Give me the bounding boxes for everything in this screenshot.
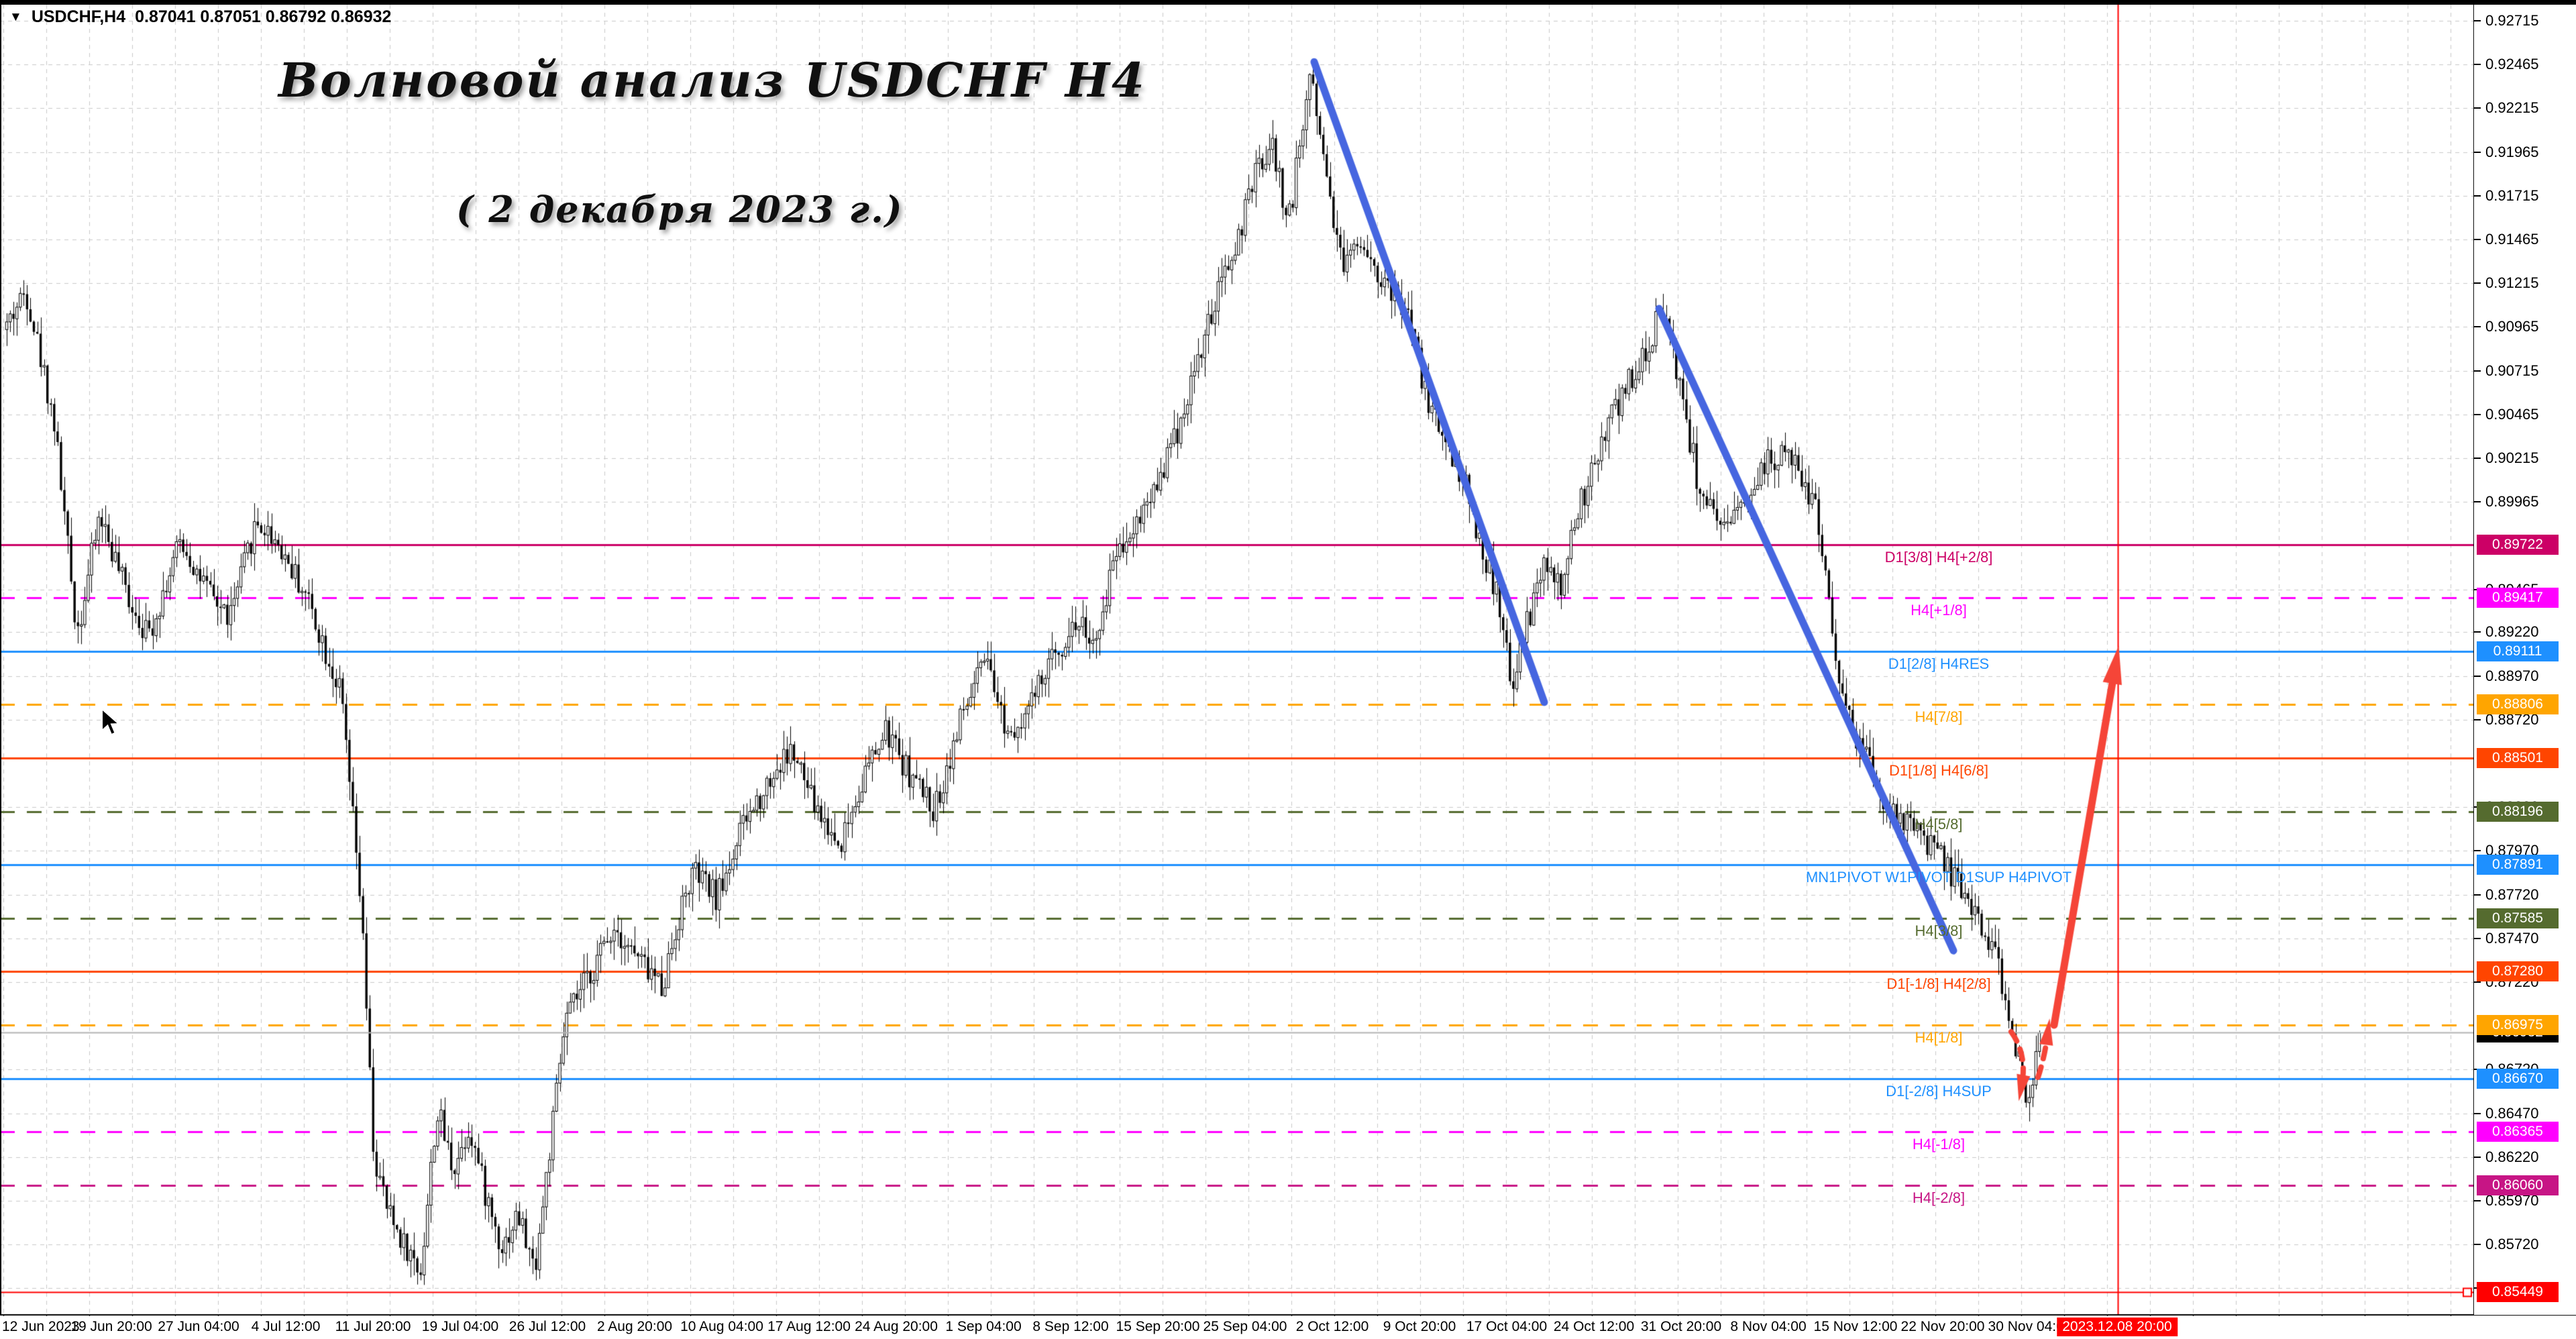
- tick-mark: [2474, 64, 2481, 66]
- time-axis[interactable]: 12 Jun 2023 19 Jun 20:00 27 Jun 04:00 4 Jul…: [0, 1316, 2576, 1339]
- price-tick: 0.85720: [2474, 1236, 2539, 1253]
- tick-mark: [2474, 718, 2481, 720]
- time-label: 17 Aug 12:00: [767, 1319, 851, 1334]
- price-level-badge: 0.87280: [2477, 961, 2559, 982]
- price-level-badge: 0.86060: [2477, 1175, 2559, 1195]
- time-label: 24 Oct 12:00: [1553, 1319, 1635, 1334]
- price-tick: 0.86470: [2474, 1105, 2539, 1122]
- time-label: 8 Sep 12:00: [1032, 1319, 1109, 1334]
- time-label: 12 Jun 2023: [2, 1319, 80, 1334]
- time-label: 24 Aug 20:00: [855, 1319, 938, 1334]
- chart-title: Волновой анализ USDCHF H4: [278, 52, 1146, 108]
- tick-mark: [2474, 326, 2481, 328]
- price-tick: 0.91965: [2474, 144, 2539, 161]
- time-label: 26 Jul 12:00: [508, 1319, 586, 1334]
- tick-mark: [2474, 370, 2481, 372]
- tick-mark: [2474, 458, 2481, 459]
- price-level-badge: 0.86670: [2477, 1068, 2559, 1089]
- chart-subtitle: ( 2 декабря 2023 г.): [456, 188, 904, 231]
- tick-mark: [2474, 20, 2481, 21]
- symbol-ohlc-values: 0.87041 0.87051 0.86792 0.86932: [135, 7, 392, 26]
- tick-mark: [2474, 239, 2481, 240]
- price-tick: 0.89965: [2474, 493, 2539, 511]
- price-tick: 0.91465: [2474, 231, 2539, 248]
- tick-mark: [2474, 850, 2481, 852]
- time-label: 19 Jun 20:00: [70, 1319, 152, 1334]
- price-tick: 0.90465: [2474, 406, 2539, 423]
- time-label: 22 Nov 20:00: [1900, 1319, 1985, 1334]
- tick-mark: [2474, 195, 2481, 197]
- tick-mark: [2474, 413, 2481, 415]
- price-level-badge: 0.86975: [2477, 1014, 2559, 1035]
- price-tick: 0.90215: [2474, 449, 2539, 467]
- tick-mark: [2474, 151, 2481, 153]
- time-label: 30 Nov 04:00: [1988, 1319, 2072, 1334]
- price-tick: 0.92215: [2474, 99, 2539, 117]
- tick-mark: [2474, 1244, 2481, 1246]
- time-label: 25 Sep 04:00: [1203, 1319, 1287, 1334]
- time-label: 8 Nov 04:00: [1730, 1319, 1807, 1334]
- time-label: 27 Jun 04:00: [158, 1319, 239, 1334]
- tick-mark: [2474, 1200, 2481, 1202]
- time-label: 11 Jul 20:00: [335, 1319, 411, 1334]
- price-level-badge: 0.89111: [2477, 641, 2559, 661]
- price-tick: 0.87720: [2474, 886, 2539, 904]
- mouse-cursor: [101, 708, 121, 736]
- symbol-dropdown-icon[interactable]: ▼: [9, 10, 22, 24]
- price-level-badge: 0.87585: [2477, 908, 2559, 928]
- price-tick: 0.90965: [2474, 318, 2539, 335]
- time-label: 10 Aug 04:00: [680, 1319, 763, 1334]
- price-level-badge: 0.85449: [2477, 1281, 2559, 1302]
- tick-mark: [2474, 107, 2481, 109]
- price-level-badge: 0.86365: [2477, 1122, 2559, 1142]
- price-tick: 0.90715: [2474, 362, 2539, 380]
- price-level-badge: 0.88196: [2477, 801, 2559, 822]
- tick-mark: [2474, 894, 2481, 896]
- tick-mark: [2474, 282, 2481, 284]
- price-level-badge: 0.87891: [2477, 855, 2559, 875]
- price-tick: 0.92465: [2474, 56, 2539, 73]
- tick-mark: [2474, 631, 2481, 633]
- time-label: 15 Nov 12:00: [1813, 1319, 1898, 1334]
- tick-mark: [2474, 1112, 2481, 1114]
- price-tick: 0.92715: [2474, 12, 2539, 30]
- price-tick: 0.89220: [2474, 623, 2539, 641]
- time-label: 4 Jul 12:00: [251, 1319, 321, 1334]
- tick-mark: [2474, 1156, 2481, 1158]
- time-label: 19 Jul 04:00: [421, 1319, 499, 1334]
- time-label: 2 Oct 12:00: [1295, 1319, 1369, 1334]
- price-level-badge: 0.89417: [2477, 588, 2559, 608]
- symbol-name: USDCHF,H4: [31, 7, 126, 26]
- price-level-badge: 0.88501: [2477, 748, 2559, 768]
- price-tick: 0.91715: [2474, 187, 2539, 205]
- time-label: 17 Oct 04:00: [1466, 1319, 1548, 1334]
- time-label: 31 Oct 20:00: [1640, 1319, 1722, 1334]
- price-level-badge: 0.88806: [2477, 694, 2559, 715]
- price-tick: 0.87470: [2474, 930, 2539, 947]
- time-label: 15 Sep 20:00: [1116, 1319, 1200, 1334]
- future-date-badge: 2023.12.08 20:00: [2057, 1318, 2178, 1336]
- tick-mark: [2474, 675, 2481, 677]
- tick-mark: [2474, 501, 2481, 503]
- time-label: 1 Sep 04:00: [945, 1319, 1022, 1334]
- price-tick: 0.91215: [2474, 274, 2539, 292]
- price-axis[interactable]: 0.92715 0.92465 0.92215 0.91965 0.91715 0.914…: [2474, 5, 2576, 1315]
- price-tick: 0.88970: [2474, 667, 2539, 685]
- window-top-border: [0, 0, 2576, 5]
- symbol-info-bar: ▼ USDCHF,H4 0.87041 0.87051 0.86792 0.86…: [9, 7, 391, 27]
- tick-mark: [2474, 937, 2481, 939]
- time-label: 2 Aug 20:00: [596, 1319, 673, 1334]
- time-label: 9 Oct 20:00: [1383, 1319, 1456, 1334]
- tick-mark: [2474, 981, 2481, 983]
- price-tick: 0.86220: [2474, 1148, 2539, 1166]
- price-level-badge: 0.89722: [2477, 534, 2559, 555]
